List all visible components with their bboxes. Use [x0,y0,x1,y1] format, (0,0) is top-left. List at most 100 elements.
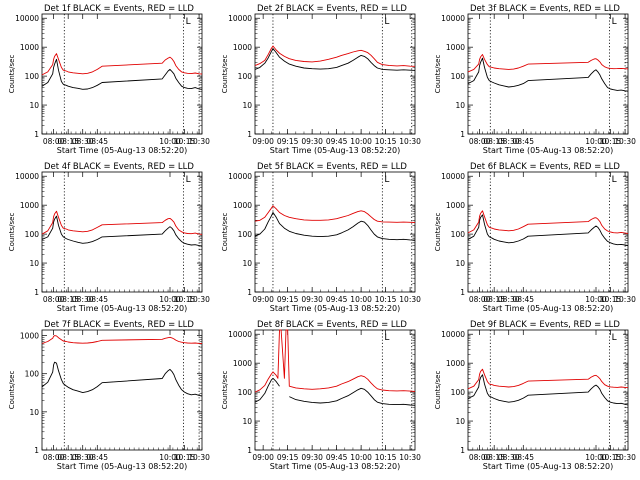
y-axis-label: Counts/sec [434,371,442,410]
x-tick-label: 10:30 [188,295,210,304]
panel-5: Det 5f BLACK = Events, RED = LLD 1 10 100 10… [221,162,421,313]
panel-1: Det 1f BLACK = Events, RED = LLD 1 10 100 10… [8,4,210,155]
y-axis-label: Counts/sec [221,55,229,94]
corner-label: L [384,175,389,185]
x-tick-label: 10:00 [350,295,372,304]
corner-label: L [612,17,617,27]
corner-label: L [384,333,389,343]
corner-label: L [186,17,191,27]
y-tick-label: 1 [247,130,252,139]
y-tick-label: 1000 [446,43,465,52]
y-tick-label: 10 [455,417,465,426]
series-line-events [254,212,416,241]
y-tick-label: 100 [25,72,40,81]
x-tick-label: 09:15 [277,295,299,304]
series-line-events [467,57,629,92]
panel-7: Det 7f BLACK = Events, RED = LLD 1 10 100 10… [8,320,210,471]
corner-label: L [612,333,617,343]
x-tick-label: 10:30 [188,453,210,462]
x-tick-label: 08:15 [483,137,505,146]
y-tick-label: 10000 [441,330,465,339]
series-line-events [467,374,629,406]
x-tick-label: 09:30 [301,453,323,462]
plot-frame [41,13,203,135]
y-tick-label: 1 [460,288,465,297]
y-axis-label: Counts/sec [434,55,442,94]
x-tick-label: 10:00 [159,137,181,146]
y-tick-label: 100 [451,72,466,81]
x-tick-label: 08:15 [483,295,505,304]
x-tick-label: 09:45 [326,453,348,462]
y-tick-label: 100 [238,72,253,81]
x-tick-label: 09:45 [326,295,348,304]
y-tick-label: 1000 [20,201,39,210]
y-tick-label: 1 [247,446,252,455]
x-tick-label: 10:30 [614,295,636,304]
plot-frame [467,13,629,135]
x-tick-label: 09:45 [326,137,348,146]
series-line-events [254,377,280,403]
x-tick-label: 08:15 [57,453,79,462]
corner-label: L [612,175,617,185]
panel-8: Det 8f BLACK = Events, RED = LLD 1 10 100 10… [221,320,421,471]
x-tick-label: 10:15 [174,137,196,146]
y-tick-label: 100 [25,370,40,379]
x-tick-label: 10:30 [399,137,421,146]
y-tick-label: 1 [34,288,39,297]
x-tick-label: 08:15 [57,295,79,304]
x-tick-label: 10:15 [600,453,622,462]
x-tick-label: 08:30 [72,295,94,304]
y-tick-label: 1 [34,446,39,455]
x-tick-label: 08:15 [57,137,79,146]
x-tick-label: 10:15 [375,137,397,146]
panel-title: Det 6f BLACK = Events, RED = LLD [470,162,620,172]
x-tick-label: 08:00 [43,137,65,146]
y-tick-label: 100 [238,230,253,239]
panel-title: Det 4f BLACK = Events, RED = LLD [44,162,194,172]
panel-2: Det 2f BLACK = Events, RED = LLD 1 10 100 10… [221,4,421,155]
corner-label: L [384,17,389,27]
x-tick-label: 08:30 [72,137,94,146]
series-line-events [467,214,629,247]
x-tick-label: 08:30 [498,137,520,146]
panel-title: Det 9f BLACK = Events, RED = LLD [470,320,620,330]
x-axis-label: Start Time (05-Aug-13 08:52:20) [483,462,614,471]
plot-frame [41,171,203,293]
x-tick-label: 08:45 [86,137,108,146]
y-tick-label: 10 [242,101,252,110]
x-tick-label: 10:30 [399,295,421,304]
x-tick-label: 08:45 [512,137,534,146]
plot-frame [467,329,629,451]
x-tick-label: 09:00 [252,137,274,146]
y-tick-label: 1000 [20,332,39,341]
y-tick-label: 1000 [446,201,465,210]
y-tick-label: 10 [29,259,39,268]
x-tick-label: 10:00 [159,453,181,462]
y-axis-label: Counts/sec [221,371,229,410]
panel-6: Det 6f BLACK = Events, RED = LLD 1 10 100 10… [434,162,636,313]
plot-frame [254,329,416,451]
x-axis-label: Start Time (05-Aug-13 08:52:20) [270,462,401,471]
panel-title: Det 8f BLACK = Events, RED = LLD [257,320,407,330]
y-tick-label: 10000 [15,14,39,23]
y-axis-label: Counts/sec [434,213,442,252]
x-tick-label: 10:00 [585,295,607,304]
x-tick-label: 10:00 [159,295,181,304]
y-tick-label: 10000 [441,14,465,23]
x-tick-label: 10:00 [350,137,372,146]
y-tick-label: 10000 [15,172,39,181]
plot-frame [254,13,416,135]
x-tick-label: 10:30 [188,137,210,146]
panel-4: Det 4f BLACK = Events, RED = LLD 1 10 100 10… [8,162,210,313]
series-line-lld [467,368,629,390]
x-tick-label: 09:30 [301,137,323,146]
x-tick-label: 09:15 [277,137,299,146]
x-axis-label: Start Time (05-Aug-13 08:52:20) [57,146,188,155]
x-tick-label: 08:30 [498,453,520,462]
x-tick-label: 10:00 [585,453,607,462]
plot-frame [41,329,203,451]
panel-3: Det 3f BLACK = Events, RED = LLD 1 10 100 10… [434,4,636,155]
x-tick-label: 08:00 [469,453,491,462]
panel-title: Det 5f BLACK = Events, RED = LLD [257,162,407,172]
panel-9: Det 9f BLACK = Events, RED = LLD 1 10 100 10… [434,320,636,471]
